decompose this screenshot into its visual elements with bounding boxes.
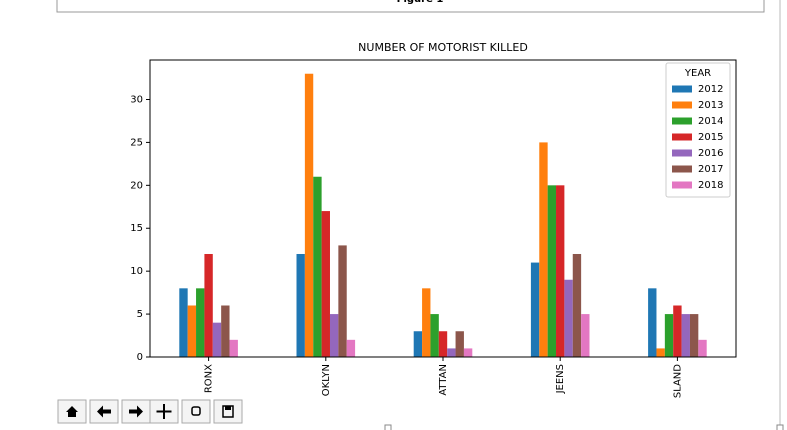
bar xyxy=(212,322,222,357)
bar xyxy=(338,245,347,357)
y-tick-label: 30 xyxy=(130,94,143,105)
title-bar xyxy=(56,0,765,13)
legend-label: 2014 xyxy=(698,116,723,127)
bar xyxy=(204,253,213,357)
bar xyxy=(438,331,448,357)
plot-area: 0 5 10 15 20 25 30 RONX OKLYN ATTAN JEENS SLAND YEAR… xyxy=(130,62,731,398)
bar xyxy=(422,288,431,357)
resize-handle xyxy=(384,424,392,430)
bar xyxy=(321,211,330,357)
legend-label: 2017 xyxy=(698,164,723,175)
bar xyxy=(673,305,682,357)
bar xyxy=(664,314,674,357)
bar xyxy=(581,314,590,357)
bar xyxy=(463,348,473,357)
bar xyxy=(698,339,707,357)
bar xyxy=(179,288,188,357)
bar xyxy=(346,339,356,357)
bar xyxy=(329,314,339,357)
chart-title: NUMBER OF MOTORIST KILLED xyxy=(358,41,528,54)
legend-label: 2015 xyxy=(698,132,723,143)
bar xyxy=(455,331,464,357)
x-tick-label: OKLYN xyxy=(321,364,332,396)
back-button[interactable] xyxy=(89,399,119,424)
bar xyxy=(689,314,699,357)
legend: YEAR 2012 2013 2014 2015 2016 2017 2018 xyxy=(665,62,731,198)
bar xyxy=(572,253,582,357)
legend-box xyxy=(665,62,731,198)
bar xyxy=(681,314,690,357)
legend-swatch xyxy=(672,181,692,189)
bar xyxy=(530,262,540,357)
bar xyxy=(296,253,305,357)
legend-swatch xyxy=(672,149,692,157)
y-tick-label: 15 xyxy=(130,223,143,234)
bar xyxy=(430,314,439,357)
legend-label: 2013 xyxy=(698,100,723,111)
bar xyxy=(648,288,657,357)
bar xyxy=(656,348,665,357)
zoom-button[interactable] xyxy=(181,399,211,424)
axes-frame xyxy=(149,59,737,358)
legend-swatch xyxy=(672,133,692,141)
pan-button[interactable] xyxy=(149,399,179,424)
bar xyxy=(187,305,197,357)
bar xyxy=(539,142,548,357)
x-tick-label: SLAND xyxy=(672,364,683,398)
toolbar xyxy=(57,399,243,424)
y-tick-label: 0 xyxy=(137,352,143,363)
bar xyxy=(313,176,322,357)
legend-swatch xyxy=(672,101,692,109)
bar xyxy=(556,185,565,357)
bar xyxy=(564,279,573,357)
bar xyxy=(447,348,456,357)
legend-swatch xyxy=(672,165,692,173)
bar xyxy=(547,185,557,357)
forward-button[interactable] xyxy=(121,399,151,424)
window-title: Figure 1 xyxy=(397,0,444,5)
bar xyxy=(304,73,314,357)
home-button[interactable] xyxy=(57,399,87,424)
x-tick-label: JEENS xyxy=(555,364,566,394)
y-tick-label: 10 xyxy=(130,266,143,277)
save-button[interactable] xyxy=(213,399,243,424)
bar xyxy=(413,331,423,357)
legend-swatch xyxy=(672,85,692,93)
legend-label: 2016 xyxy=(698,148,723,159)
x-tick-label: RONX xyxy=(204,364,215,393)
legend-label: 2018 xyxy=(698,180,723,191)
resize-handle xyxy=(776,424,784,430)
bar xyxy=(196,288,205,357)
x-tick-label: ATTAN xyxy=(438,364,449,396)
bar xyxy=(221,305,230,357)
bar xyxy=(229,339,238,357)
legend-swatch xyxy=(672,117,692,125)
y-tick-label: 25 xyxy=(130,137,143,148)
y-tick-label: 5 xyxy=(137,309,143,320)
y-tick-label: 20 xyxy=(130,180,143,191)
legend-title: YEAR xyxy=(684,68,711,79)
legend-label: 2012 xyxy=(698,84,723,95)
